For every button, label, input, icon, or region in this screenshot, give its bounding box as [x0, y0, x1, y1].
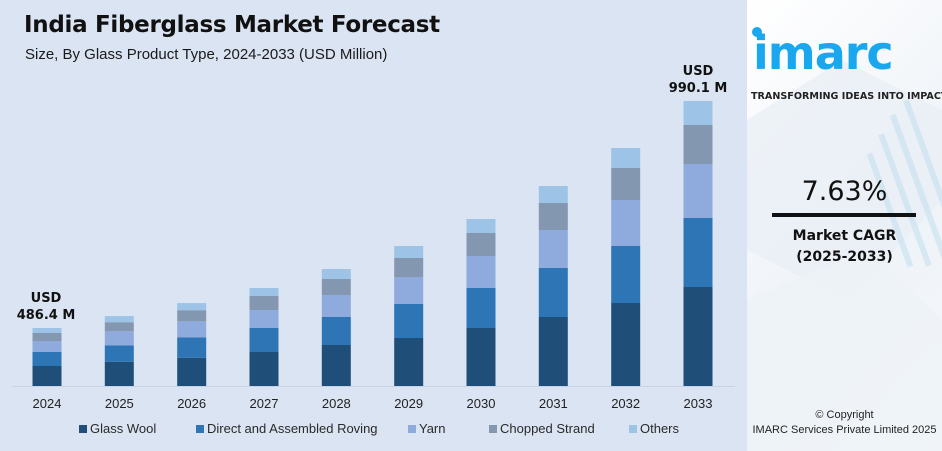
end-value-label-line1: USD: [683, 64, 714, 79]
cagr-period: (2025-2033): [796, 249, 893, 265]
cagr-label: Market CAGR: [792, 228, 897, 244]
bar-segment-glass-wool-2033: [683, 287, 713, 386]
bar-segment-glass-wool-2027: [249, 352, 279, 386]
bar-segment-direct-and-assembled-roving-2030: [466, 288, 496, 328]
bar-segment-glass-wool-2032: [611, 303, 641, 386]
bar-segment-yarn-2029: [394, 277, 424, 304]
x-tick-label: 2030: [467, 396, 496, 411]
legend-swatch: [629, 424, 637, 433]
bar-segment-chopped-strand-2024: [32, 333, 62, 341]
bar-segment-yarn-2032: [611, 200, 641, 246]
bar-segment-chopped-strand-2029: [394, 258, 424, 277]
bar-segment-chopped-strand-2031: [538, 203, 568, 230]
bar-segment-others-2032: [611, 148, 641, 168]
bars-group: [32, 101, 713, 386]
bar-segment-direct-and-assembled-roving-2029: [394, 304, 424, 338]
legend-label: Direct and Assembled Roving: [207, 421, 378, 436]
bar-segment-direct-and-assembled-roving-2025: [104, 345, 134, 362]
x-tick-label: 2024: [33, 396, 62, 411]
chart-title: India Fiberglass Market Forecast: [24, 12, 440, 38]
cagr-divider: [772, 213, 916, 217]
legend-item-direct-and-assembled-roving: Direct and Assembled Roving: [196, 421, 378, 436]
bar-segment-others-2026: [177, 303, 207, 311]
bar-segment-others-2027: [249, 288, 279, 296]
x-tick-label: 2029: [394, 396, 423, 411]
bar-segment-glass-wool-2026: [177, 357, 207, 386]
info-panel: imarc TRANSFORMING IDEAS INTO IMPACT 7.6…: [747, 0, 942, 451]
bar-segment-direct-and-assembled-roving-2032: [611, 246, 641, 303]
bar-segment-glass-wool-2031: [538, 317, 568, 386]
copyright-line2: IMARC Services Private Limited 2025: [752, 424, 937, 436]
legend-item-others: Others: [629, 421, 679, 436]
bar-segment-glass-wool-2024: [32, 366, 62, 386]
legend-label: Glass Wool: [90, 421, 157, 436]
bar-segment-yarn-2024: [32, 341, 62, 352]
bar-segment-yarn-2031: [538, 230, 568, 268]
x-tick-labels: 2024 2025 2026 2027 2028 2029 2030 2031 2032 2033: [33, 396, 713, 411]
bar-segment-chopped-strand-2027: [249, 296, 279, 310]
legend: Glass Wool Direct and Assembled Roving Yar…: [0, 421, 747, 439]
bar-segment-chopped-strand-2025: [104, 322, 134, 332]
bar-segment-others-2030: [466, 219, 496, 233]
bar-segment-others-2025: [104, 316, 134, 323]
bar-segment-yarn-2027: [249, 310, 279, 328]
bar-segment-yarn-2025: [104, 331, 134, 346]
legend-swatch: [196, 424, 204, 433]
stacked-bar-chart: 2024 2025 2026 2027 2028 2029 2030 2031 2032 2033…: [12, 64, 735, 411]
bar-segment-chopped-strand-2026: [177, 310, 207, 322]
bar-segment-others-2031: [538, 186, 568, 203]
bar-segment-yarn-2033: [683, 164, 713, 218]
bar-segment-direct-and-assembled-roving-2028: [321, 317, 351, 345]
bar-segment-direct-and-assembled-roving-2031: [538, 268, 568, 317]
legend-label: Chopped Strand: [500, 421, 595, 436]
copyright-line1: © Copyright: [815, 409, 874, 421]
bar-segment-yarn-2030: [466, 256, 496, 288]
bar-segment-others-2024: [32, 328, 62, 333]
x-tick-label: 2025: [105, 396, 134, 411]
start-value-label-line1: USD: [31, 291, 62, 306]
bar-segment-glass-wool-2030: [466, 328, 496, 386]
legend-swatch: [408, 424, 416, 433]
logo-wordmark: imarc: [753, 26, 894, 80]
bar-segment-yarn-2026: [177, 321, 207, 338]
x-tick-label: 2028: [322, 396, 351, 411]
legend-swatch: [79, 424, 87, 433]
bar-segment-glass-wool-2025: [104, 361, 134, 386]
logo-dot-icon: [752, 27, 762, 37]
bar-segment-direct-and-assembled-roving-2026: [177, 337, 207, 358]
x-tick-label: 2026: [177, 396, 206, 411]
copyright: © Copyright IMARC Services Private Limit…: [747, 408, 942, 438]
legend-item-yarn: Yarn: [408, 421, 446, 436]
bar-segment-chopped-strand-2032: [611, 168, 641, 200]
cagr-value: 7.63%: [801, 176, 888, 207]
chart-subtitle: Size, By Glass Product Type, 2024-2033 (…: [25, 46, 388, 63]
start-value-label-line2: 486.4 M: [17, 308, 76, 323]
x-tick-label: 2027: [250, 396, 279, 411]
legend-label: Yarn: [419, 421, 446, 436]
legend-swatch: [489, 424, 497, 433]
background-decoration: [747, 60, 942, 451]
bar-segment-direct-and-assembled-roving-2024: [32, 352, 62, 366]
bar-segment-direct-and-assembled-roving-2027: [249, 328, 279, 352]
x-tick-label: 2032: [611, 396, 640, 411]
bar-segment-glass-wool-2029: [394, 338, 424, 386]
bar-segment-chopped-strand-2028: [321, 279, 351, 295]
chart-panel: India Fiberglass Market Forecast Size, B…: [0, 12, 747, 439]
bar-segment-glass-wool-2028: [321, 345, 351, 386]
bar-segment-direct-and-assembled-roving-2033: [683, 218, 713, 287]
legend-label: Others: [640, 421, 680, 436]
bar-segment-others-2029: [394, 246, 424, 258]
bar-segment-chopped-strand-2033: [683, 125, 713, 164]
logo-tagline: TRANSFORMING IDEAS INTO IMPACT: [751, 91, 942, 102]
x-tick-label: 2033: [684, 396, 713, 411]
legend-item-chopped-strand: Chopped Strand: [489, 421, 595, 436]
x-tick-label: 2031: [539, 396, 568, 411]
bar-segment-others-2028: [321, 269, 351, 279]
bar-segment-chopped-strand-2030: [466, 233, 496, 256]
bar-segment-others-2033: [683, 101, 713, 125]
bar-segment-yarn-2028: [321, 295, 351, 317]
legend-item-glass-wool: Glass Wool: [79, 421, 156, 436]
end-value-label-line2: 990.1 M: [669, 81, 728, 96]
